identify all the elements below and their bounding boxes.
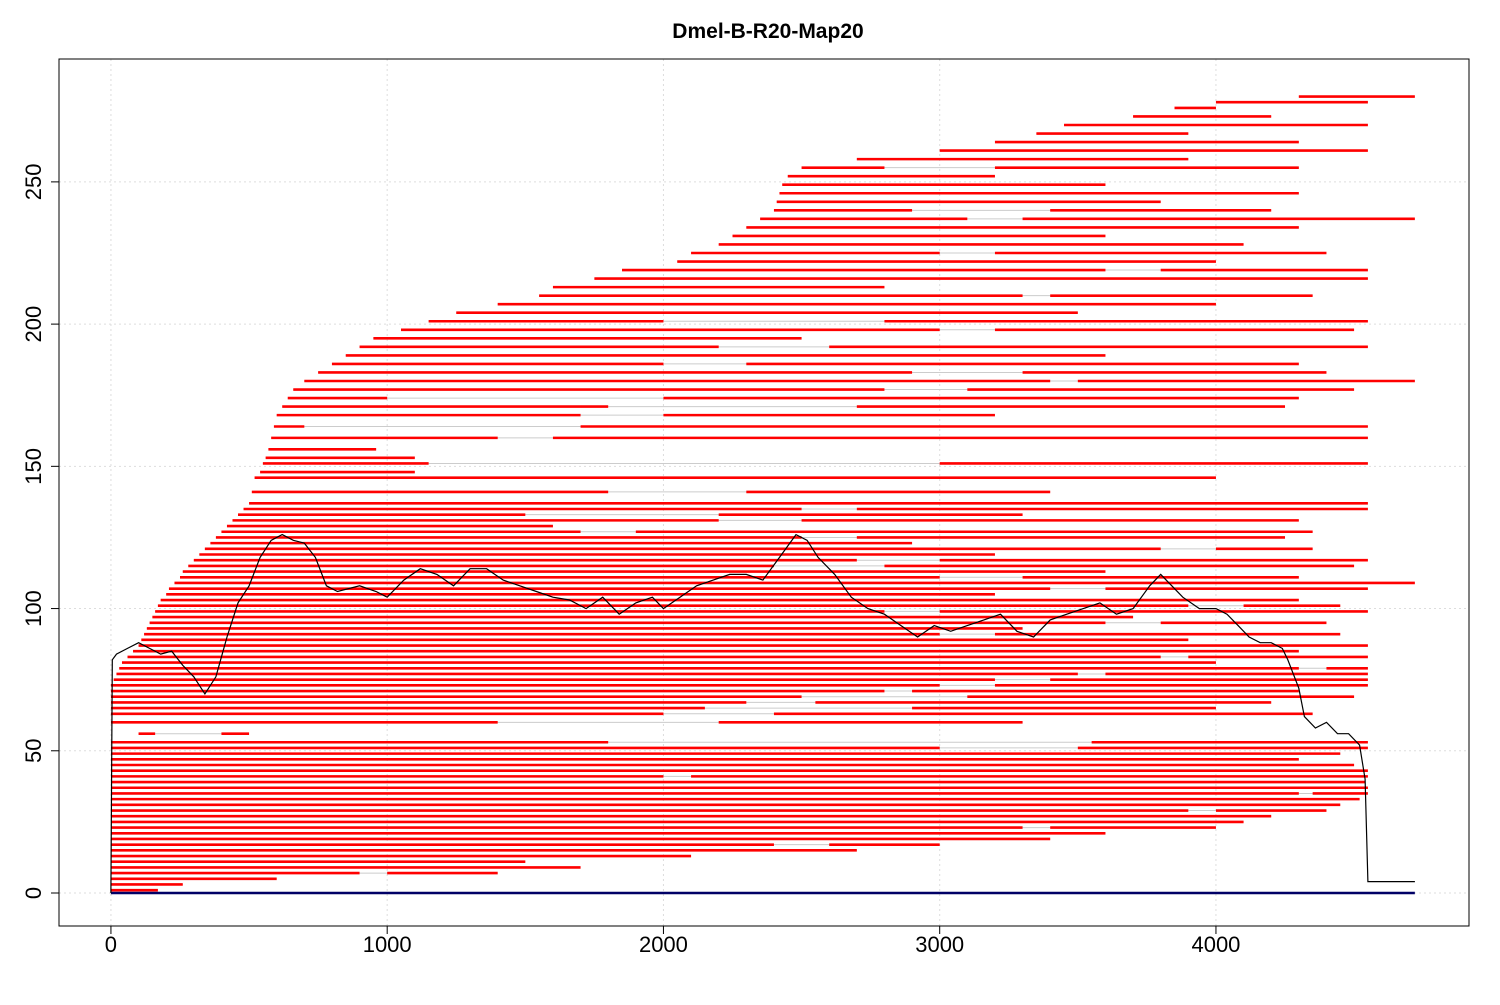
y-tick-label: 200 [21,306,46,343]
x-tick-label: 4000 [1191,932,1240,957]
y-tick-label: 0 [21,887,46,899]
y-tick-label: 150 [21,448,46,485]
x-tick-label: 3000 [915,932,964,957]
plot-frame [58,58,1470,927]
x-tick-label: 0 [105,932,117,957]
y-tick-label: 50 [21,739,46,763]
coverage-line [110,533,1415,894]
y-tick-label: 100 [21,590,46,627]
y-tick-label: 250 [21,164,46,201]
x-tick-label: 1000 [363,932,412,957]
chart-title: Dmel-B-R20-Map20 [672,20,863,43]
x-tick-label: 2000 [639,932,688,957]
